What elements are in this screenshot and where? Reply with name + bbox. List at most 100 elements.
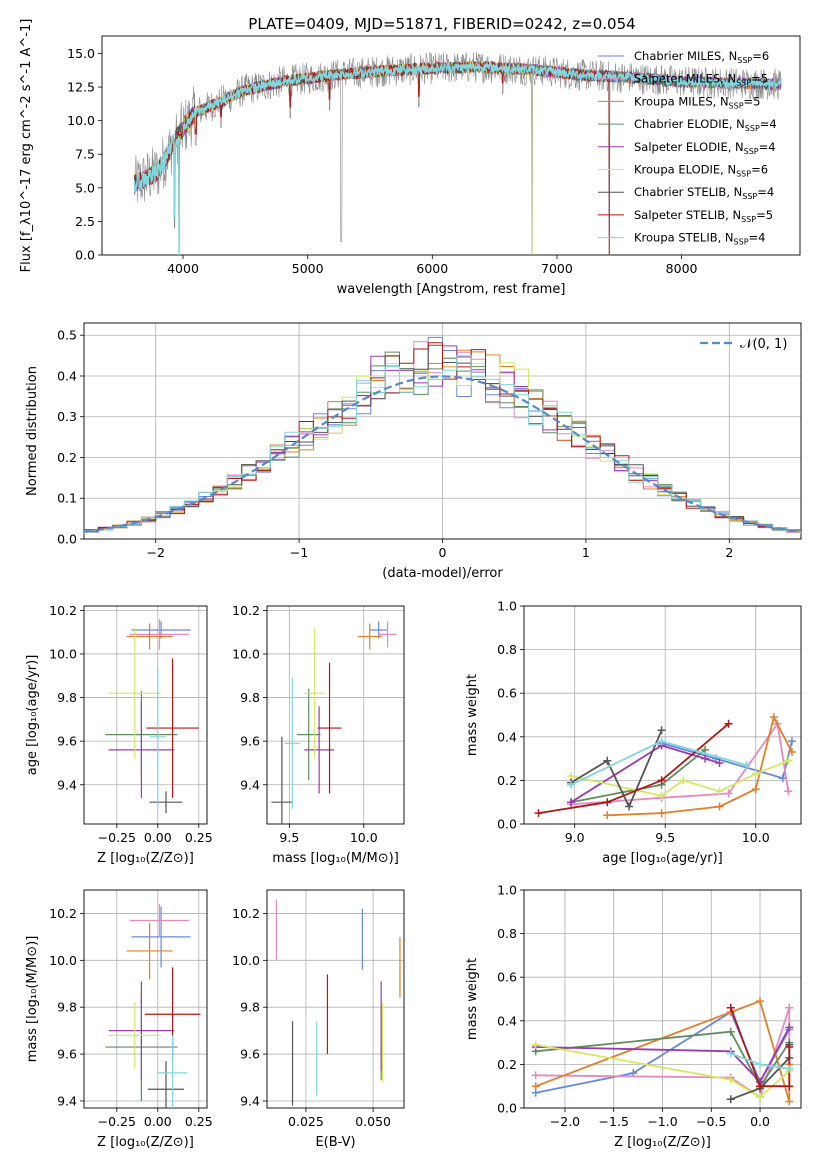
series-marker <box>657 726 666 735</box>
series-marker <box>785 1064 794 1073</box>
legend-suffix: =4 <box>749 231 766 245</box>
axes-frame <box>266 605 405 825</box>
y-tick-label: 12.5 <box>67 80 95 95</box>
series-marker <box>724 719 733 728</box>
legend-suffix: =4 <box>759 140 776 154</box>
histogram-group <box>84 336 801 534</box>
y-tick-label: 0.6 <box>497 970 517 985</box>
legend-label: Kroupa MILES, NSSP=5 <box>634 94 760 110</box>
legend-suffix: =5 <box>744 94 761 108</box>
y-tick-label: 1.0 <box>497 599 517 614</box>
series-marker <box>785 1097 794 1106</box>
x-tick-label: 6000 <box>416 261 448 276</box>
axes-frame <box>523 889 802 1109</box>
series-marker <box>715 802 724 811</box>
y-tick-label: 9.6 <box>240 734 260 749</box>
y-tick-label: 0.4 <box>497 729 517 744</box>
legend-subscript: SSP <box>729 101 744 110</box>
kroupa-elodie-model-line <box>167 60 533 255</box>
series-marker <box>726 1049 735 1058</box>
y-tick-label: 9.6 <box>57 1047 77 1062</box>
axes-frame <box>101 35 801 256</box>
y-tick-label: 9.4 <box>240 1093 260 1108</box>
legend-subscript: SSP <box>737 56 752 65</box>
x-tick-label: 9.0 <box>565 830 585 845</box>
series-marker <box>769 713 778 722</box>
y-axis-label: Normed distribution <box>25 366 40 496</box>
y-tick-label: 9.4 <box>57 1093 77 1108</box>
series-marker <box>724 789 733 798</box>
y-tick-label: 0.2 <box>497 1057 517 1072</box>
legend-label: Salpeter STELIB, NSSP=5 <box>634 208 773 224</box>
legend-label: Salpeter ELODIE, NSSP=4 <box>634 140 776 156</box>
spectrum-axes: 4000 5000 6000 7000 8000 0.0 2.5 5.0 7.5 10.0 12.5… <box>19 19 801 297</box>
salpeter-stelib-model-line <box>134 60 610 255</box>
x-tick-label: 7000 <box>541 261 573 276</box>
series-marker <box>726 1003 735 1012</box>
x-tick-label: 9.5 <box>655 830 675 845</box>
series-marker <box>785 1023 794 1032</box>
legend-suffix: =4 <box>760 117 777 131</box>
y-tick-label: 9.8 <box>240 690 260 705</box>
normal-curve <box>84 375 801 533</box>
legend-subscript: SSP <box>736 79 751 88</box>
y-axis-label: mass weight <box>465 958 480 1040</box>
legend-subscript: SSP <box>736 170 751 179</box>
y-tick-label: 9.6 <box>57 734 77 749</box>
legend-text: Kroupa MILES, N <box>634 94 729 108</box>
legend-text: Salpeter ELODIE, N <box>634 140 744 154</box>
y-tick-label: 9.4 <box>240 777 260 792</box>
series-marker <box>742 761 751 770</box>
series-marker <box>657 776 666 785</box>
legend-text: Salpeter STELIB, N <box>634 208 741 222</box>
x-tick-label: 4000 <box>167 261 199 276</box>
y-tick-label: 10.0 <box>232 646 260 661</box>
y-tick-label: 9.4 <box>57 777 77 792</box>
y-tick-label: 0.4 <box>57 368 77 383</box>
series-marker <box>679 776 688 785</box>
legend-label: Salpeter MILES, NSSP=5 <box>634 72 768 88</box>
series-marker <box>657 737 666 746</box>
legend-text: Chabrier ELODIE, N <box>634 117 745 131</box>
legend-suffix: =5 <box>751 72 768 86</box>
y-tick-label: 0.3 <box>57 409 77 424</box>
legend-label: Kroupa ELODIE, NSSP=6 <box>634 163 768 179</box>
series-marker <box>534 809 543 818</box>
series-marker <box>787 748 796 757</box>
legend-suffix: =5 <box>756 208 773 222</box>
figure-title: PLATE=0409, MJD=51871, FIBERID=0242, z=0… <box>248 15 635 33</box>
x-tick-label: 2 <box>725 545 733 560</box>
y-tick-label: 10.2 <box>232 603 260 618</box>
series-marker <box>567 798 576 807</box>
legend-subscript: SSP <box>742 192 757 201</box>
series-marker <box>785 1082 794 1091</box>
x-tick-label: 10.0 <box>742 830 770 845</box>
series-marker <box>567 780 576 789</box>
age_vs_Z-errorbars <box>105 619 199 814</box>
y-tick-label: 0.0 <box>497 1101 517 1116</box>
mass_vs_Z-axes: −0.25 0.00 0.25 9.4 9.6 9.8 10.0 10.2 Z [log₁₀(Z… <box>25 889 213 1150</box>
legend-label: Chabrier ELODIE, NSSP=4 <box>634 117 777 133</box>
series-marker <box>603 756 612 765</box>
legend-text: Salpeter MILES, N <box>634 72 736 86</box>
legend-text: Kroupa ELODIE, N <box>634 163 736 177</box>
y-tick-label: 0.4 <box>497 1013 517 1028</box>
x-tick-label: −1.0 <box>647 1114 677 1129</box>
legend-text: Chabrier MILES, N <box>634 49 737 63</box>
series-marker <box>785 1003 794 1012</box>
y-axis-label: mass weight <box>465 674 480 756</box>
axes-frame <box>523 605 802 825</box>
legend-label: Chabrier MILES, NSSP=6 <box>634 49 769 65</box>
x-axis-label: E(B-V) <box>315 1135 355 1150</box>
series-line <box>535 1026 791 1084</box>
legend-label: Kroupa STELIB, NSSP=4 <box>634 231 765 247</box>
x-tick-label: 0.050 <box>355 1114 391 1129</box>
legend-label: Chabrier STELIB, NSSP=4 <box>634 185 774 201</box>
y-axis-label: age [log₁₀(age/yr)] <box>25 655 40 776</box>
mass_weight_vs_age-lines <box>534 713 796 820</box>
legend-text: Kroupa STELIB, N <box>634 231 734 245</box>
series-marker <box>726 1095 735 1104</box>
x-tick-label: −2 <box>146 545 164 560</box>
axes-frame <box>266 889 405 1109</box>
